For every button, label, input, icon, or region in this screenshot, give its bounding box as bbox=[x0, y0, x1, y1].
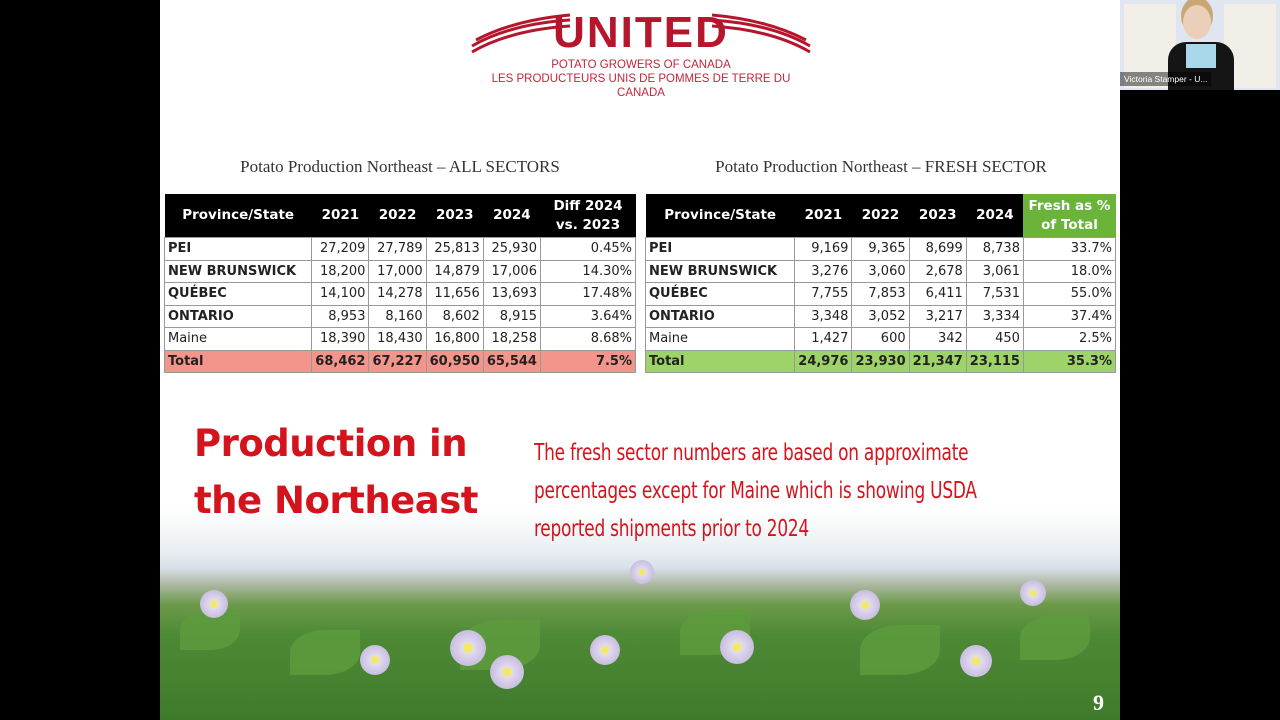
table-row: QUÉBEC 14,100 14,278 11,656 13,693 17.48… bbox=[163, 282, 637, 306]
column-header: 2022 bbox=[368, 194, 427, 238]
united-potato-growers-logo: UNITED POTATO GROWERS OF CANADA LES PROD… bbox=[470, 8, 812, 99]
column-header: 2021 bbox=[794, 194, 852, 238]
slide-heading: Production in the Northeast bbox=[194, 422, 478, 522]
table-row: NEW BRUNSWICK 3,276 3,060 2,678 3,061 18… bbox=[644, 259, 1117, 283]
table-row: PEI 9,169 9,365 8,699 8,738 33.7% bbox=[644, 237, 1117, 261]
column-header: 2024 bbox=[966, 194, 1024, 238]
column-header-fresh-pct: Fresh as % of Total bbox=[1023, 194, 1116, 238]
table-row: ONTARIO 3,348 3,052 3,217 3,334 37.4% bbox=[644, 304, 1117, 328]
participant-name-label: Victoria Stamper - U... bbox=[1120, 72, 1212, 86]
table-row: QUÉBEC 7,755 7,853 6,411 7,531 55.0% bbox=[644, 282, 1117, 306]
logo-wordmark: UNITED bbox=[470, 8, 812, 56]
table-header-row: Province/State 2021 2022 2023 2024 Fresh… bbox=[645, 194, 1116, 238]
table-row: Maine 1,427 600 342 450 2.5% bbox=[644, 327, 1117, 351]
fresh-sector-note: The fresh sector numbers are based on ap… bbox=[534, 440, 977, 542]
column-header: Province/State bbox=[645, 194, 795, 238]
logo-subtitle-english: POTATO GROWERS OF CANADA bbox=[551, 59, 731, 71]
table-total-row: Total 24,976 23,930 21,347 23,115 35.3% bbox=[644, 349, 1117, 373]
fresh-sector-table: Province/State 2021 2022 2023 2024 Fresh… bbox=[644, 194, 1117, 373]
fresh-sector-title: Potato Production Northeast – FRESH SECT… bbox=[715, 157, 1047, 176]
all-sectors-title: Potato Production Northeast – ALL SECTOR… bbox=[240, 157, 560, 176]
participant-head bbox=[1183, 5, 1211, 39]
column-header: 2021 bbox=[311, 194, 369, 238]
column-header: Province/State bbox=[164, 194, 312, 238]
table-row: ONTARIO 8,953 8,160 8,602 8,915 3.64% bbox=[163, 304, 637, 328]
table-row: Maine 18,390 18,430 16,800 18,258 8.68% bbox=[163, 327, 637, 351]
table-row: NEW BRUNSWICK 18,200 17,000 14,879 17,00… bbox=[163, 259, 637, 283]
banner-left bbox=[1124, 4, 1176, 88]
logo-wordmark-text: UNITED bbox=[553, 8, 729, 57]
column-header: 2024 bbox=[483, 194, 541, 238]
presentation-slide: UNITED POTATO GROWERS OF CANADA LES PROD… bbox=[160, 0, 1120, 720]
column-header: 2023 bbox=[909, 194, 967, 238]
participant-collar bbox=[1186, 44, 1216, 68]
all-sectors-table: Province/State 2021 2022 2023 2024 Diff … bbox=[163, 194, 637, 373]
column-header: 2023 bbox=[426, 194, 484, 238]
participant-video-tile[interactable]: Victoria Stamper - U... bbox=[1120, 0, 1280, 90]
table-row: PEI 27,209 27,789 25,813 25,930 0.45% bbox=[163, 237, 637, 261]
column-header: 2022 bbox=[851, 194, 910, 238]
logo-subtitle-french: LES PRODUCTEURS UNIS DE POMMES DE TERRE … bbox=[491, 73, 791, 99]
logo-wings-icon bbox=[471, 13, 811, 54]
table-total-row: Total 68,462 67,227 60,950 65,544 7.5% bbox=[163, 349, 637, 373]
slide-page-number: 9 bbox=[1093, 690, 1104, 715]
potato-field-background-image bbox=[160, 380, 1120, 720]
table-header-row: Province/State 2021 2022 2023 2024 Diff … bbox=[164, 194, 636, 238]
column-header-diff: Diff 2024 vs. 2023 bbox=[540, 194, 636, 238]
